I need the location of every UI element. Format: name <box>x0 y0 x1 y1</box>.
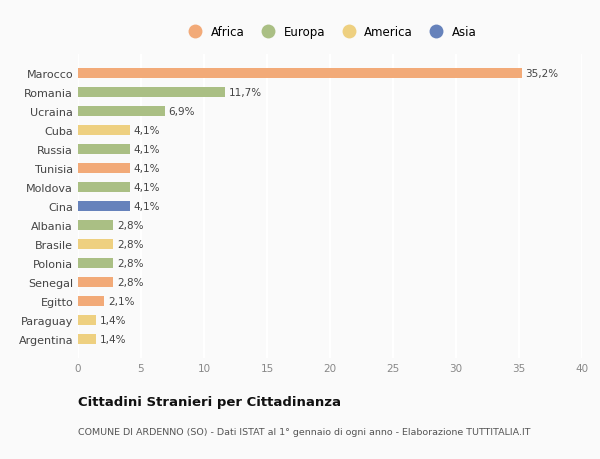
Bar <box>78 163 130 174</box>
Text: 1,4%: 1,4% <box>100 315 126 325</box>
Text: 2,8%: 2,8% <box>117 240 143 249</box>
Text: 2,8%: 2,8% <box>117 277 143 287</box>
Bar <box>78 145 130 155</box>
Bar <box>78 296 104 307</box>
Text: 4,1%: 4,1% <box>133 202 160 212</box>
Text: 35,2%: 35,2% <box>526 69 559 79</box>
Bar <box>78 315 95 325</box>
Bar <box>78 126 130 136</box>
Bar <box>78 277 113 287</box>
Text: 2,1%: 2,1% <box>108 296 135 306</box>
Text: 1,4%: 1,4% <box>100 334 126 344</box>
Text: 2,8%: 2,8% <box>117 258 143 269</box>
Bar <box>78 182 130 193</box>
Bar <box>78 106 165 117</box>
Text: 11,7%: 11,7% <box>229 88 262 98</box>
Text: 4,1%: 4,1% <box>133 145 160 155</box>
Text: 6,9%: 6,9% <box>169 107 195 117</box>
Text: 2,8%: 2,8% <box>117 220 143 230</box>
Text: 4,1%: 4,1% <box>133 164 160 174</box>
Bar <box>78 239 113 250</box>
Bar <box>78 202 130 212</box>
Bar <box>78 220 113 231</box>
Bar <box>78 334 95 344</box>
Text: Cittadini Stranieri per Cittadinanza: Cittadini Stranieri per Cittadinanza <box>78 395 341 408</box>
Text: COMUNE DI ARDENNO (SO) - Dati ISTAT al 1° gennaio di ogni anno - Elaborazione TU: COMUNE DI ARDENNO (SO) - Dati ISTAT al 1… <box>78 427 530 436</box>
Bar <box>78 69 521 79</box>
Text: 4,1%: 4,1% <box>133 183 160 193</box>
Bar <box>78 258 113 269</box>
Bar <box>78 88 226 98</box>
Text: 4,1%: 4,1% <box>133 126 160 136</box>
Legend: Africa, Europa, America, Asia: Africa, Europa, America, Asia <box>179 22 481 44</box>
